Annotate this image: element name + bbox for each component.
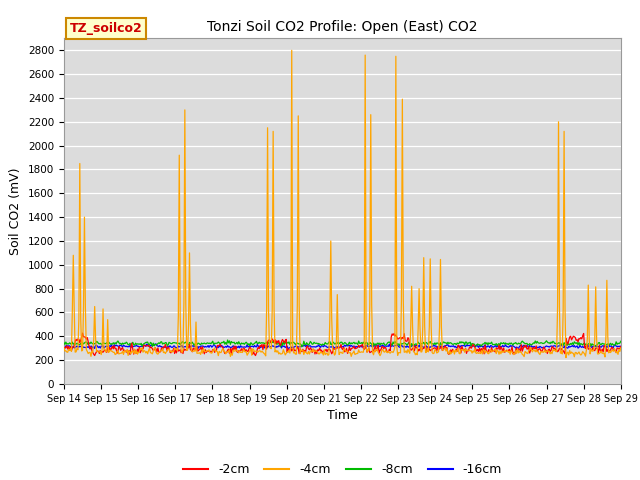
Text: TZ_soilco2: TZ_soilco2	[70, 22, 142, 35]
Title: Tonzi Soil CO2 Profile: Open (East) CO2: Tonzi Soil CO2 Profile: Open (East) CO2	[207, 21, 477, 35]
X-axis label: Time: Time	[327, 409, 358, 422]
Legend: -2cm, -4cm, -8cm, -16cm: -2cm, -4cm, -8cm, -16cm	[178, 458, 507, 480]
Y-axis label: Soil CO2 (mV): Soil CO2 (mV)	[10, 168, 22, 255]
